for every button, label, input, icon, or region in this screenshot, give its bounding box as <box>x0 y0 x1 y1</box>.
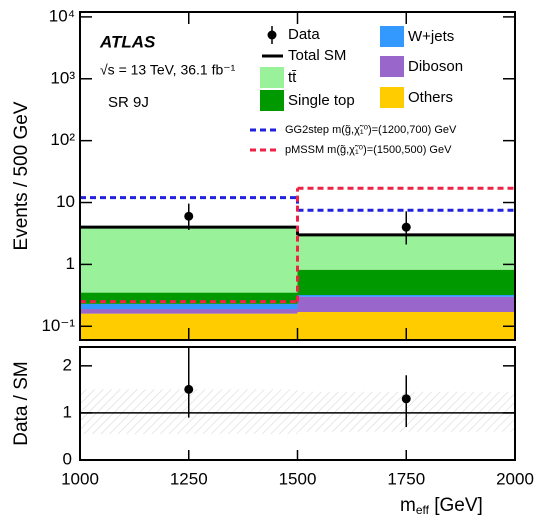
x-tick-label: 1750 <box>387 469 425 488</box>
x-axis-label-unit: [GeV] <box>429 495 483 516</box>
y-tick-label: 1 <box>63 402 72 421</box>
legend-label: GG2step m(g̃,χ̃₁⁰)=(1200,700) GeV <box>285 124 457 136</box>
legend-label: tt̄ <box>288 69 297 86</box>
x-tick-label: 1500 <box>279 469 317 488</box>
legend-swatch <box>380 87 404 108</box>
energy-label: √s = 13 TeV, 36.1 fb⁻¹ <box>100 62 236 78</box>
x-tick-label: 1250 <box>170 469 208 488</box>
y-tick-label: 1 <box>66 254 75 273</box>
y-tick-label: 10⁻¹ <box>41 316 75 335</box>
legend-label: Data <box>288 26 320 43</box>
stack-bar <box>297 295 515 297</box>
ratio-point <box>401 394 411 404</box>
y-tick-label: 2 <box>63 355 72 374</box>
y-axis-label: Data / SM <box>11 361 32 445</box>
x-axis-label-sub: eff <box>416 503 430 517</box>
x-tick-label: 2000 <box>496 469 534 488</box>
y-tick-label: 10 <box>56 192 75 211</box>
y-tick-label: 10² <box>50 130 75 149</box>
legend-data-marker <box>267 30 277 40</box>
legend-swatch <box>260 67 284 88</box>
legend-label: Total SM <box>288 47 346 64</box>
y-tick-label: 10³ <box>50 68 75 87</box>
stack-bar <box>80 227 298 293</box>
x-tick-label: 1000 <box>61 469 99 488</box>
legend-label: Single top <box>288 92 355 109</box>
legend-swatch <box>260 90 284 111</box>
ratio-point <box>184 384 194 394</box>
stack-bar <box>80 292 298 304</box>
legend-label: W+jets <box>408 28 454 45</box>
region-label: SR 9J <box>108 94 149 111</box>
legend-label: Others <box>408 89 453 106</box>
stack-bar <box>80 303 298 310</box>
ratio-frame <box>79 346 516 461</box>
experiment-label: ATLAS <box>99 32 156 51</box>
stack-bar <box>297 296 515 313</box>
data-point <box>401 222 411 232</box>
y-tick-label: 10⁴ <box>49 6 75 25</box>
data-point <box>184 211 194 221</box>
stack-bar <box>297 269 515 296</box>
legend-label: pMSSM m(g̃,χ̃₁⁰)=(1500,500) GeV <box>285 144 452 156</box>
y-axis-label: Events / 500 GeV <box>11 101 32 250</box>
x-axis-label: meff [GeV] <box>400 495 483 517</box>
legend-swatch <box>380 26 404 47</box>
y-tick-label: 0 <box>63 449 72 468</box>
legend-swatch <box>380 56 404 77</box>
x-axis-label-base: m <box>400 495 416 516</box>
legend-label: Diboson <box>408 58 463 75</box>
stack-bar <box>80 309 298 314</box>
